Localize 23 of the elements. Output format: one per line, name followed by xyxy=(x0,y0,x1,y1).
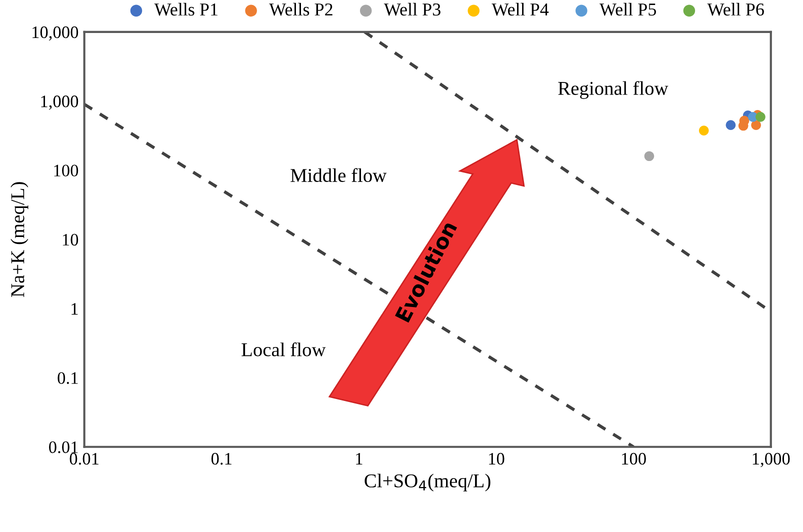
y-tick-label: 0.01 xyxy=(49,441,78,454)
x-tick-label: 10 xyxy=(489,452,504,465)
x-tick-label: 100 xyxy=(622,452,646,465)
y-tick-label: 100 xyxy=(54,164,78,176)
x-tick-label: 0.1 xyxy=(211,452,232,465)
x-tick-label: 1,000 xyxy=(752,452,790,468)
legend-label: Wells P2 xyxy=(269,2,332,16)
y-tick-label: 10,000 xyxy=(32,26,78,41)
legend-label: Well P4 xyxy=(492,2,549,16)
x-tick-label: 1 xyxy=(356,453,362,464)
y-axis-title: Na+K (meq/L) xyxy=(10,182,28,297)
legend-label: Well P3 xyxy=(384,2,440,16)
y-tick-label: 0.1 xyxy=(58,372,78,384)
y-tick-label: 10 xyxy=(62,234,78,246)
y-tick-label: 1 xyxy=(72,303,78,315)
legend-label: Well P6 xyxy=(707,2,764,16)
y-tick-label: 1,000 xyxy=(41,96,78,110)
x-axis-title: Cl+SO$_{4}$(meq/L) xyxy=(364,474,490,492)
legend-label: Well P5 xyxy=(599,2,656,16)
legend-label: Wells P1 xyxy=(154,2,218,16)
annotation: Regional flow xyxy=(558,81,668,99)
annotation: Local flow xyxy=(242,342,326,356)
annotation: Middle flow xyxy=(290,168,387,182)
